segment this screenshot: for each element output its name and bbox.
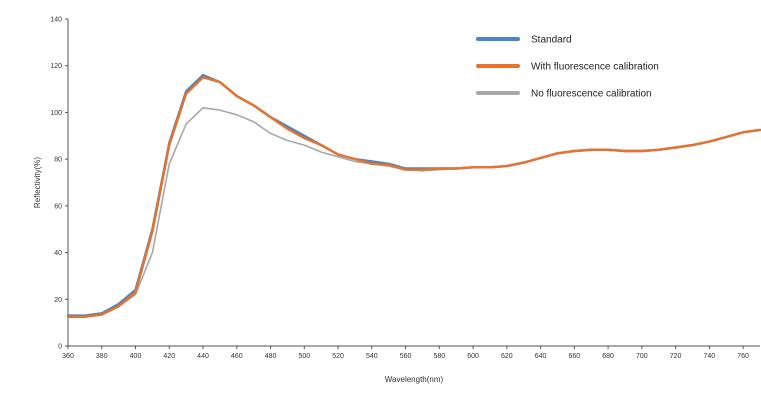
y-tick-label: 80 <box>54 157 62 164</box>
legend: Standard With fluorescence calibration No … <box>476 35 659 100</box>
tick-labels: 0 20 40 60 80 100 120 140 360 380 400 420 440 460 480 5… <box>50 17 749 361</box>
legend-entry: No fluorescence calibration <box>531 89 652 100</box>
x-tick-label: 400 <box>130 353 142 360</box>
y-tick-label: 100 <box>50 110 62 117</box>
axes <box>65 18 760 349</box>
series-lines <box>66 73 761 318</box>
y-axis-label: Reflectivity(%) <box>33 157 42 208</box>
y-tick-label: 120 <box>50 63 62 70</box>
x-tick-label: 540 <box>366 353 378 360</box>
x-tick-label: 660 <box>568 353 580 360</box>
x-tick-label: 520 <box>332 353 344 360</box>
x-tick-label: 620 <box>501 353 513 360</box>
x-tick-label: 700 <box>636 353 648 360</box>
series-line-1 <box>66 73 761 317</box>
x-tick-label: 760 <box>737 353 749 360</box>
x-tick-label: 460 <box>231 353 243 360</box>
x-tick-label: 500 <box>298 353 310 360</box>
x-axis-label: Wavelength(nm) <box>385 375 444 384</box>
x-tick-label: 640 <box>535 353 547 360</box>
x-tick-label: 720 <box>670 353 682 360</box>
y-tick-label: 0 <box>58 344 62 351</box>
x-tick-label: 560 <box>400 353 412 360</box>
x-tick-label: 420 <box>163 353 175 360</box>
y-tick-label: 60 <box>54 203 62 210</box>
x-tick-label: 440 <box>197 353 209 360</box>
x-tick-label: 380 <box>96 353 108 360</box>
x-tick-label: 480 <box>265 353 277 360</box>
x-tick-label: 580 <box>433 353 445 360</box>
series-line-2 <box>66 76 761 318</box>
legend-entry: Standard <box>531 35 572 46</box>
y-tick-label: 140 <box>50 17 62 24</box>
y-tick-label: 40 <box>54 250 62 257</box>
x-tick-label: 360 <box>62 353 74 360</box>
x-tick-label: 680 <box>602 353 614 360</box>
y-tick-label: 20 <box>54 297 62 304</box>
x-tick-label: 740 <box>704 353 716 360</box>
x-tick-label: 600 <box>467 353 479 360</box>
legend-entry: With fluorescence calibration <box>531 62 659 73</box>
